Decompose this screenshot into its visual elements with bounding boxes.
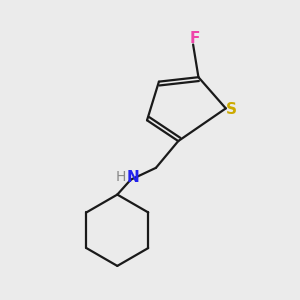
- Text: S: S: [226, 102, 237, 117]
- Text: N: N: [127, 170, 140, 185]
- Text: H: H: [116, 170, 126, 184]
- Text: F: F: [189, 31, 200, 46]
